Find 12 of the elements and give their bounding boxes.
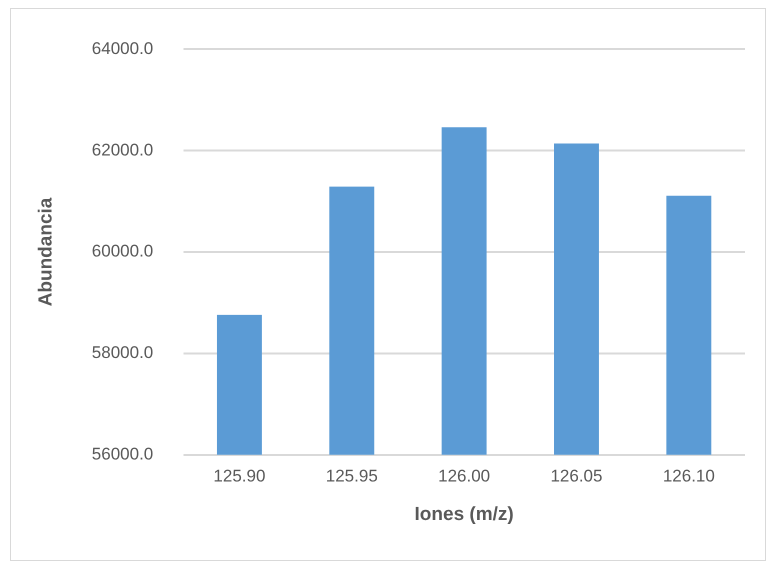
x-tick-label: 125.95: [326, 466, 378, 486]
x-tick-label: 125.90: [213, 466, 266, 486]
y-axis-title: Abundancia: [36, 197, 57, 306]
y-tick-label: 62000.0: [92, 140, 154, 160]
y-tick-label: 56000.0: [92, 444, 154, 464]
y-tick-label: 58000.0: [92, 343, 154, 362]
x-tick-label: 126.10: [662, 466, 715, 486]
x-tick-label: 126.00: [438, 466, 490, 486]
x-tick-label: 126.05: [550, 466, 602, 486]
y-tick-label: 60000.0: [92, 242, 154, 261]
y-tick-label: 64000.0: [92, 38, 154, 58]
x-axis-title: Iones (m/z): [414, 504, 514, 525]
